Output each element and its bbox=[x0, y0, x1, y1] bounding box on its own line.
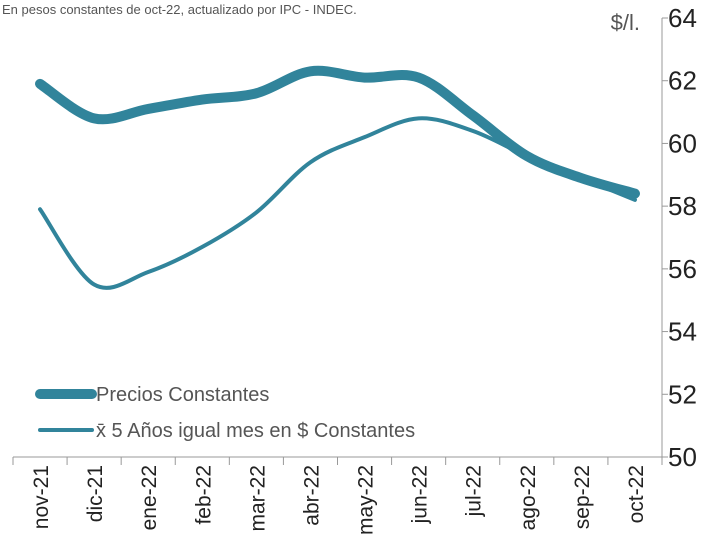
chart-subtitle: En pesos constantes de oct-22, actualiza… bbox=[2, 2, 357, 17]
legend-label: Precios Constantes bbox=[96, 384, 269, 406]
legend-label: x̄ 5 Años igual mes en $ Constantes bbox=[96, 420, 415, 442]
x-tick-label: jul-22 bbox=[463, 465, 486, 517]
line-series bbox=[35, 65, 640, 199]
y-tick-label: 62 bbox=[668, 66, 697, 96]
y-axis-label: $/l. bbox=[611, 10, 640, 35]
x-tick-label: may-22 bbox=[355, 465, 378, 535]
y-tick-label: 54 bbox=[668, 317, 697, 347]
x-tick-label: oct-22 bbox=[625, 465, 648, 523]
x-tick-label: ago-22 bbox=[517, 465, 540, 530]
x-tick-label: dic-21 bbox=[84, 465, 107, 522]
y-tick-label: 64 bbox=[668, 3, 697, 33]
x-tick-label: ene-22 bbox=[138, 465, 161, 530]
line-series bbox=[38, 116, 637, 290]
y-tick-label: 52 bbox=[668, 379, 697, 409]
y-tick-label: 50 bbox=[668, 442, 697, 472]
x-tick-label: sep-22 bbox=[571, 465, 594, 529]
x-tick-label: feb-22 bbox=[192, 465, 215, 525]
y-tick-label: 58 bbox=[668, 191, 697, 221]
x-tick-label: nov-21 bbox=[30, 465, 53, 529]
y-tick-label: 60 bbox=[668, 128, 697, 158]
x-tick-label: mar-22 bbox=[246, 465, 269, 532]
y-tick-label: 56 bbox=[668, 254, 697, 284]
x-tick-label: jun-22 bbox=[409, 465, 432, 524]
x-tick-label: abr-22 bbox=[300, 465, 323, 526]
